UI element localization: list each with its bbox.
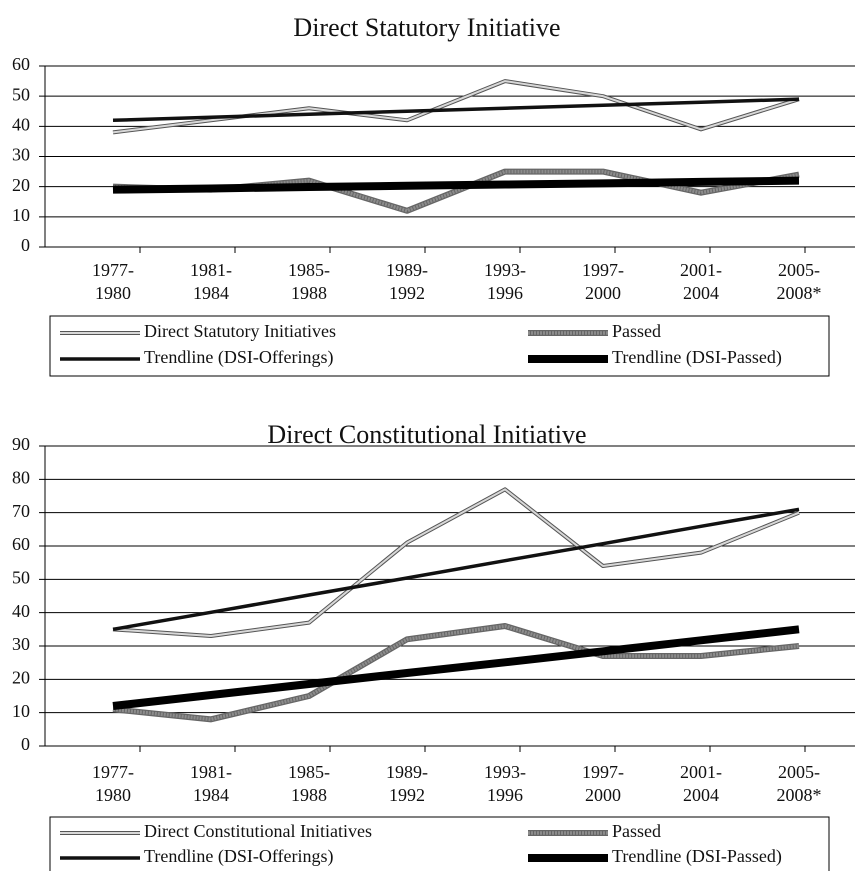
x-tick-label: 1997-2000 [582, 762, 624, 805]
legend-label: Trendline (DSI-Offerings) [144, 846, 333, 867]
legend-label: Trendline (DSI-Passed) [612, 347, 782, 368]
y-tick-label: 70 [12, 501, 30, 521]
series-line [112, 97, 800, 123]
y-tick-label: 50 [12, 567, 30, 587]
series-line-inner [112, 488, 800, 637]
y-tick-label: 20 [12, 175, 30, 195]
legend-label: Direct Statutory Initiatives [144, 321, 336, 341]
x-tick-label: 2001-2004 [680, 260, 722, 303]
series-line [112, 507, 800, 632]
y-tick-label: 60 [12, 54, 30, 74]
legend-box [49, 315, 830, 377]
legend-label: Trendline (DSI-Offerings) [144, 347, 333, 368]
x-tick-label: 1981-1984 [190, 260, 232, 303]
chart-title: Direct Statutory Initiative [293, 13, 560, 42]
series-line-inner [112, 624, 800, 722]
legend-label: Direct Constitutional Initiatives [144, 821, 372, 841]
x-tick-label: 1985-1988 [288, 260, 330, 303]
x-tick-label: 1977-1980 [92, 260, 134, 303]
x-tick-label: 1989-1992 [386, 762, 428, 805]
series-line [112, 625, 800, 710]
x-tick-label: 2001-2004 [680, 762, 722, 805]
x-tick-label: 1993-1996 [484, 260, 526, 303]
x-tick-label: 1985-1988 [288, 762, 330, 805]
x-tick-label: 2005-2008* [777, 762, 822, 805]
y-tick-label: 40 [12, 114, 30, 134]
x-tick-label: 1981-1984 [190, 762, 232, 805]
y-tick-label: 90 [12, 434, 30, 454]
series-line [112, 487, 800, 638]
y-tick-label: 10 [12, 701, 30, 721]
legend-label: Passed [612, 321, 661, 341]
legend-label: Passed [612, 821, 661, 841]
series-line [112, 79, 800, 135]
x-tick-label: 1997-2000 [582, 260, 624, 303]
y-tick-label: 50 [12, 84, 30, 104]
y-tick-label: 10 [12, 205, 30, 225]
x-tick-label: 1993-1996 [484, 762, 526, 805]
y-tick-label: 20 [12, 667, 30, 687]
legend-label: Trendline (DSI-Passed) [612, 846, 782, 867]
chart-title: Direct Constitutional Initiative [267, 420, 586, 449]
x-tick-label: 2005-2008* [777, 260, 822, 303]
series-line-inner [112, 80, 800, 134]
y-tick-label: 40 [12, 601, 30, 621]
y-tick-label: 30 [12, 145, 30, 165]
x-tick-label: 1989-1992 [386, 260, 428, 303]
series-line [112, 176, 800, 194]
y-tick-label: 0 [21, 734, 30, 754]
y-tick-label: 60 [12, 534, 30, 554]
y-tick-label: 80 [12, 467, 30, 487]
y-tick-label: 30 [12, 634, 30, 654]
y-tick-label: 0 [21, 235, 30, 255]
x-tick-label: 1977-1980 [92, 762, 134, 805]
legend-box [49, 816, 830, 871]
